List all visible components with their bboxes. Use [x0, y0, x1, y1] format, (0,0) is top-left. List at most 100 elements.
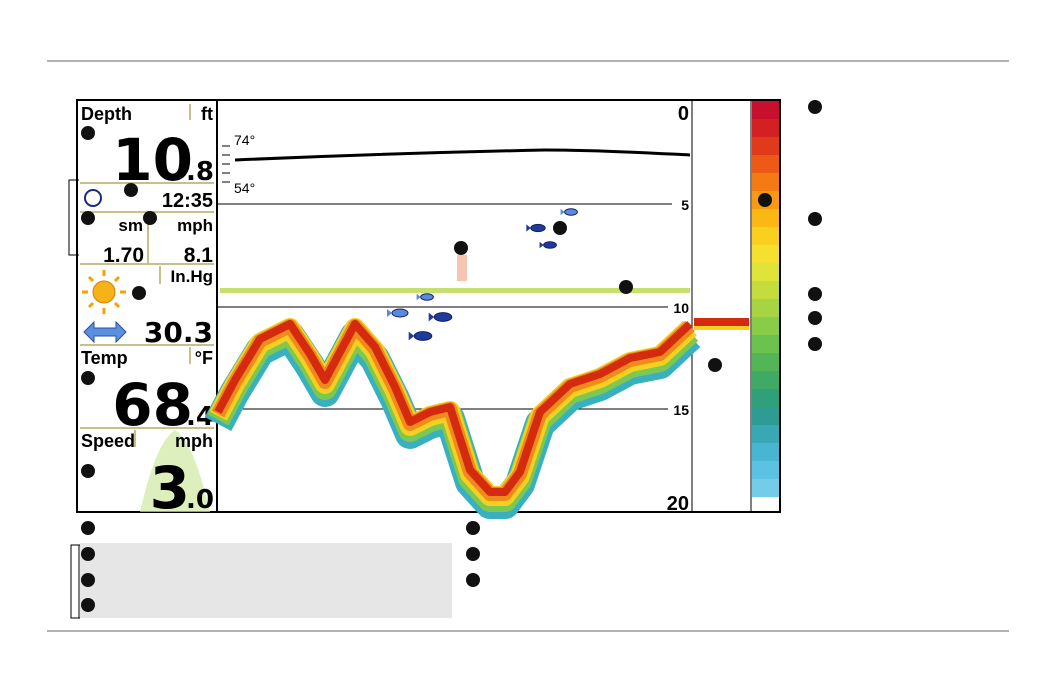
depth-scale: 0 5 10 15 20	[667, 103, 689, 515]
distance: 1.70	[103, 244, 144, 267]
color-step	[752, 119, 779, 137]
fish-tail	[539, 241, 544, 249]
color-step	[752, 227, 779, 245]
callout-dot	[81, 573, 95, 587]
color-step	[752, 335, 779, 353]
pressure-arrow	[83, 320, 127, 344]
callouts	[81, 100, 822, 612]
depth-scale-label: 5	[681, 197, 689, 213]
color-step	[752, 425, 779, 443]
color-step	[752, 371, 779, 389]
thermocline	[220, 288, 690, 293]
sidebar-shade	[140, 430, 210, 512]
callout-dot	[81, 371, 95, 385]
speed-decimal: .0	[186, 485, 214, 515]
fish-icon	[413, 331, 433, 341]
fish-icon	[433, 312, 453, 322]
color-step	[752, 461, 779, 479]
screen	[76, 99, 781, 513]
bottom-layer	[214, 320, 693, 496]
color-step	[752, 407, 779, 425]
fish-icon	[391, 308, 409, 318]
color-step	[752, 389, 779, 407]
temp-high: 74°	[234, 132, 255, 148]
fish-tail	[428, 312, 435, 322]
depth-scale-label: 10	[673, 300, 689, 316]
bottom	[204, 318, 701, 519]
callout-dot	[143, 211, 157, 225]
callout-dot	[132, 286, 146, 300]
depth-label: Depth	[81, 104, 132, 124]
pressure-value: 30.3	[144, 316, 213, 349]
fish-tail	[526, 224, 531, 232]
callout-dot	[454, 241, 468, 255]
bracket	[68, 179, 80, 619]
color-step	[752, 263, 779, 281]
callout-dot	[553, 221, 567, 235]
trip-speed: 8.1	[184, 244, 214, 267]
depth-scale-label: 15	[673, 402, 689, 418]
speed-label: Speed	[81, 431, 135, 451]
callout-dot	[466, 573, 480, 587]
temp-label: Temp	[81, 348, 128, 368]
speed-unit: mph	[177, 216, 213, 235]
depth-scale-label: 0	[678, 103, 689, 125]
fish-icon	[564, 208, 578, 216]
callout-dot	[81, 547, 95, 561]
color-step	[752, 101, 779, 119]
distance-unit: sm	[118, 216, 143, 235]
callout-dot	[808, 212, 822, 226]
color-step	[752, 245, 779, 263]
color-step	[752, 155, 779, 173]
color-step	[752, 281, 779, 299]
callout-dot	[81, 521, 95, 535]
fish-icon	[543, 241, 557, 249]
fish-tail	[408, 331, 415, 341]
temp-unit: °F	[195, 348, 213, 368]
color-step	[752, 353, 779, 371]
color-step	[752, 299, 779, 317]
zoom-bottom	[694, 318, 749, 326]
speed-unit: mph	[175, 431, 213, 451]
callout-dot	[81, 211, 95, 225]
legend-box	[80, 543, 452, 618]
speed-value: 3	[150, 454, 190, 522]
pressure-unit: In.Hg	[171, 267, 214, 286]
color-step	[752, 137, 779, 155]
temp-value: 68	[112, 371, 193, 439]
callout-dot	[808, 287, 822, 301]
depth-scale-label: 20	[667, 493, 689, 515]
depth-value: 10	[112, 126, 193, 194]
callout-dot	[758, 193, 772, 207]
clock-icon	[84, 189, 102, 207]
fish-tail	[560, 208, 565, 216]
temp-ticks	[222, 145, 230, 183]
callout-dot	[466, 521, 480, 535]
callout-dot	[808, 311, 822, 325]
depth-unit: ft	[201, 104, 213, 124]
color-step	[752, 479, 779, 497]
callout-dot	[81, 126, 95, 140]
bait	[457, 255, 467, 281]
fish	[387, 208, 578, 341]
color-step	[752, 209, 779, 227]
callout-dot	[708, 358, 722, 372]
sun-icon	[82, 270, 126, 314]
fish-icon	[530, 223, 546, 233]
color-step	[752, 317, 779, 335]
callout-dot	[466, 547, 480, 561]
callout-dot	[808, 337, 822, 351]
callout-dot	[81, 598, 95, 612]
color-bar	[752, 101, 779, 497]
fish-icon	[420, 293, 434, 301]
depth-decimal: .8	[186, 157, 214, 187]
temp-low: 54°	[234, 180, 255, 196]
callout-dot	[808, 100, 822, 114]
fish-tail	[416, 293, 421, 301]
temp-graph	[234, 148, 691, 162]
color-step	[752, 173, 779, 191]
callout-dot	[619, 280, 633, 294]
time: 12:35	[162, 190, 213, 212]
color-step	[752, 443, 779, 461]
